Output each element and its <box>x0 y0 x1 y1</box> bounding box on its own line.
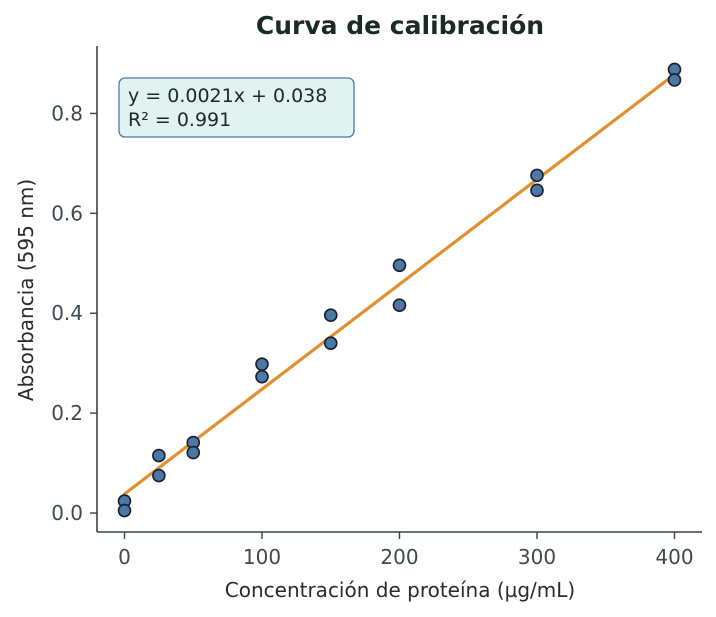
plot-area <box>117 62 682 518</box>
data-point <box>255 369 269 384</box>
y-tick-label: 0.8 <box>51 101 83 125</box>
x-axis-ticks: 0 100 200 300 400 <box>118 532 694 569</box>
x-tick-label: 0 <box>118 545 131 569</box>
data-point <box>392 298 407 313</box>
chart-title: Curva de calibración <box>256 11 544 40</box>
y-tick-label: 0.2 <box>51 401 83 425</box>
data-point <box>323 336 338 350</box>
data-point <box>530 183 544 198</box>
y-tick-label: 0.6 <box>51 201 83 225</box>
x-tick-label: 300 <box>518 545 556 569</box>
regression-line <box>122 72 677 496</box>
data-point <box>392 258 407 273</box>
regression-equation: y = 0.0021x + 0.038 <box>128 85 327 107</box>
regression-annotation: y = 0.0021x + 0.038 R² = 0.991 <box>118 77 355 138</box>
y-axis-ticks: 0.0 0.2 0.4 0.6 0.8 <box>51 101 97 525</box>
data-point <box>117 503 132 518</box>
data-point <box>530 168 544 183</box>
r-squared: R² = 0.991 <box>128 109 231 131</box>
x-axis-label: Concentración de proteína (µg/mL) <box>225 578 575 602</box>
annotation-box <box>118 77 355 138</box>
y-axis-label: Absorbancia (595 nm) <box>14 179 38 401</box>
x-tick-label: 200 <box>380 545 418 569</box>
data-point <box>186 445 201 460</box>
data-point <box>152 448 166 463</box>
y-tick-label: 0.4 <box>51 301 83 325</box>
x-tick-label: 400 <box>655 545 693 569</box>
x-tick-label: 100 <box>243 545 281 569</box>
y-tick-label: 0.0 <box>51 501 83 525</box>
data-point <box>323 308 338 323</box>
data-point <box>152 468 166 483</box>
data-point <box>255 357 269 371</box>
data-point <box>667 73 682 87</box>
